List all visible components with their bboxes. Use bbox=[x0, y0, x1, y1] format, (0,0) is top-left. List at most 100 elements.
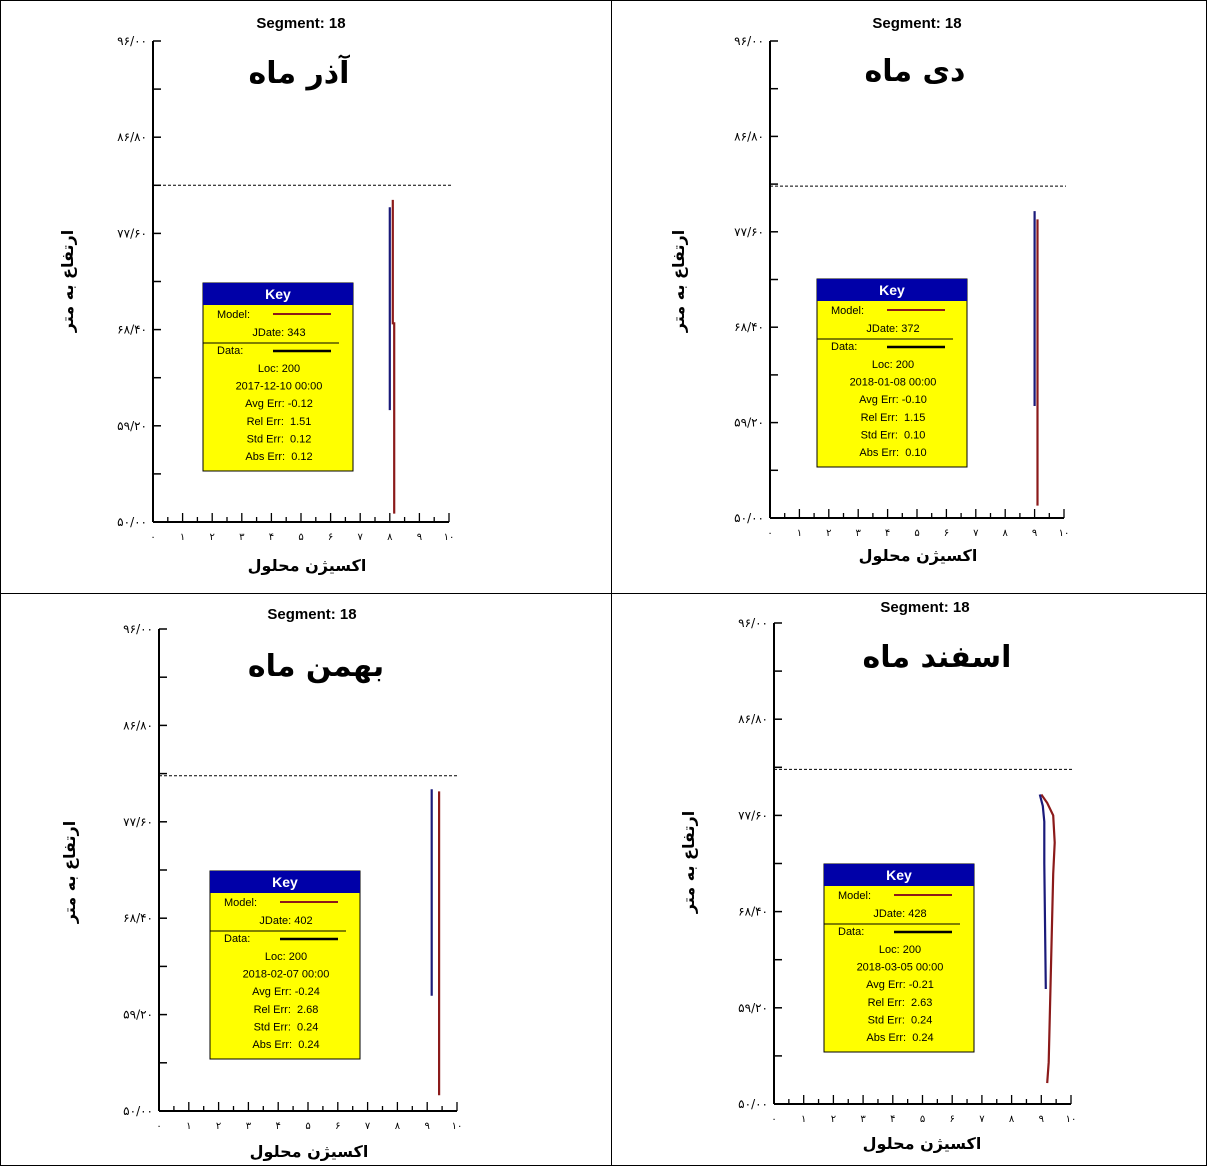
key-std-err: Std Err: 0.24 bbox=[254, 1021, 319, 1033]
chart-title: Segment: 18 bbox=[880, 599, 969, 616]
y-tick-label: ۵۰/۰۰ bbox=[734, 511, 764, 525]
x-axis-label: اکسیژن محلول bbox=[250, 1142, 369, 1161]
x-tick-label: ۳ bbox=[860, 1114, 866, 1125]
x-tick-label: ۹ bbox=[425, 1121, 430, 1132]
key-datetime: 2017-12-10 00:00 bbox=[236, 381, 323, 393]
x-tick-label: ۰ bbox=[156, 1121, 161, 1132]
key-loc: Loc: 200 bbox=[258, 363, 300, 375]
chart-svg: Segment: 18 بهمن ماه ۵۰/۰۰ ۵۹/۲۰ ۶۸/۴۰ ۷۷/۶۰ ۸… bbox=[60, 606, 463, 1161]
y-tick-label: ۶۸/۴۰ bbox=[123, 911, 153, 925]
key-std-err: Std Err: 0.12 bbox=[247, 433, 312, 445]
key-title: Key bbox=[879, 282, 905, 298]
chart-title: Segment: 18 bbox=[872, 15, 961, 32]
x-tick-label: ۸ bbox=[1009, 1114, 1015, 1125]
x-tick-label: ۱ bbox=[186, 1121, 191, 1132]
x-tick-label: ۵ bbox=[298, 532, 303, 543]
key-jdate: JDate: 402 bbox=[259, 915, 312, 927]
chart-panel-dey: Segment: 18 دی ماه ۵۰/۰۰ ۵۹/۲۰ ۶۸/۴۰ ۷۷/۶۰ ۸۶/… bbox=[611, 0, 1207, 594]
x-tick-label: ۳ bbox=[246, 1121, 252, 1132]
chart-title: Segment: 18 bbox=[256, 15, 345, 32]
key-model-label: Model: bbox=[217, 309, 250, 321]
x-tick-label: ۲ bbox=[831, 1114, 836, 1125]
key-jdate: JDate: 428 bbox=[873, 908, 926, 920]
y-tick-label: ۶۸/۴۰ bbox=[738, 905, 768, 919]
key-abs-err: Abs Err: 0.12 bbox=[245, 451, 312, 463]
key-rel-err: Rel Err: 1.15 bbox=[861, 412, 926, 424]
key-loc: Loc: 200 bbox=[872, 359, 914, 371]
x-tick-label: ۹ bbox=[1032, 528, 1037, 539]
key-header bbox=[210, 871, 360, 893]
chart-svg: Segment: 18 اسفند ماه ۵۰/۰۰ ۵۹/۲۰ ۶۸/۴۰ ۷۷/۶۰… bbox=[679, 599, 1076, 1153]
model-series-line bbox=[1040, 793, 1056, 1084]
x-tick-label: ۰ bbox=[771, 1114, 776, 1125]
x-tick-label: ۸ bbox=[387, 532, 393, 543]
x-tick-label: ۶ bbox=[328, 532, 333, 543]
x-tick-label: ۰ bbox=[767, 528, 772, 539]
key-loc: Loc: 200 bbox=[265, 951, 307, 963]
key-loc: Loc: 200 bbox=[879, 944, 921, 956]
y-tick-label: ۸۶/۸۰ bbox=[123, 718, 153, 732]
key-avg-err: Avg Err: -0.10 bbox=[859, 394, 927, 406]
x-tick-label: ۲ bbox=[210, 532, 215, 543]
y-tick-label: ۹۶/۰۰ bbox=[734, 34, 764, 48]
key-header bbox=[817, 279, 967, 301]
key-jdate: JDate: 343 bbox=[252, 327, 305, 339]
y-tick-label: ۸۶/۸۰ bbox=[734, 129, 764, 143]
data-series-line bbox=[1038, 794, 1047, 990]
x-tick-label: ۹ bbox=[1039, 1114, 1044, 1125]
key-data-label: Data: bbox=[831, 341, 857, 353]
y-tick-label: ۹۶/۰۰ bbox=[738, 616, 768, 630]
y-tick-label: ۵۹/۲۰ bbox=[734, 416, 764, 430]
chart-panel-azar: Segment: 18 آذر ماه ۵۰/۰۰ ۵۹/۲۰ ۶۸/۴۰ ۷۷/۶۰ ۸۶… bbox=[0, 0, 612, 594]
x-tick-label: ۴ bbox=[269, 532, 274, 543]
y-tick-label: ۵۹/۲۰ bbox=[738, 1001, 768, 1015]
chart-panel-esfand: Segment: 18 اسفند ماه ۵۰/۰۰ ۵۹/۲۰ ۶۸/۴۰ ۷۷/۶۰… bbox=[611, 593, 1207, 1166]
x-tick-label: ۵ bbox=[305, 1121, 310, 1132]
x-tick-label: ۸ bbox=[395, 1121, 401, 1132]
y-tick-label: ۶۸/۴۰ bbox=[117, 323, 147, 337]
key-title: Key bbox=[272, 874, 298, 890]
key-abs-err: Abs Err: 0.10 bbox=[859, 447, 926, 459]
x-tick-label: ۶ bbox=[944, 528, 949, 539]
chart-panel-bahman: Segment: 18 بهمن ماه ۵۰/۰۰ ۵۹/۲۰ ۶۸/۴۰ ۷۷/۶۰ ۸… bbox=[0, 593, 612, 1166]
y-axis-label: ارتفاع به متر bbox=[679, 811, 698, 914]
x-tick-label: ۱۰ bbox=[444, 532, 455, 543]
key-datetime: 2018-03-05 00:00 bbox=[857, 962, 944, 974]
key-jdate: JDate: 372 bbox=[866, 323, 919, 335]
model-series-line bbox=[391, 199, 396, 514]
key-datetime: 2018-02-07 00:00 bbox=[243, 969, 330, 981]
x-tick-label: ۱۰ bbox=[452, 1121, 463, 1132]
month-annotation: اسفند ماه bbox=[863, 640, 1012, 675]
key-avg-err: Avg Err: -0.21 bbox=[866, 979, 934, 991]
x-tick-label: ۷ bbox=[365, 1121, 371, 1132]
x-tick-label: ۷ bbox=[358, 532, 364, 543]
y-tick-label: ۵۹/۲۰ bbox=[123, 1008, 153, 1022]
x-tick-label: ۲ bbox=[216, 1121, 221, 1132]
y-tick-label: ۵۰/۰۰ bbox=[117, 515, 147, 529]
x-tick-label: ۱ bbox=[801, 1114, 806, 1125]
x-tick-label: ۶ bbox=[950, 1114, 955, 1125]
x-tick-label: ۱ bbox=[180, 532, 185, 543]
y-tick-label: ۷۷/۶۰ bbox=[123, 815, 153, 829]
y-axis-label: ارتفاع به متر bbox=[60, 821, 79, 924]
x-axis-label: اکسیژن محلول bbox=[863, 1134, 982, 1153]
month-annotation: آذر ماه bbox=[249, 54, 351, 91]
x-tick-label: ۱۰ bbox=[1059, 528, 1070, 539]
key-avg-err: Avg Err: -0.12 bbox=[245, 398, 313, 410]
x-tick-label: ۰ bbox=[150, 532, 155, 543]
month-annotation: بهمن ماه bbox=[248, 649, 384, 684]
key-model-label: Model: bbox=[224, 897, 257, 909]
y-tick-label: ۷۷/۶۰ bbox=[738, 808, 768, 822]
x-tick-label: ۱ bbox=[797, 528, 802, 539]
key-data-label: Data: bbox=[217, 345, 243, 357]
key-std-err: Std Err: 0.10 bbox=[861, 429, 926, 441]
x-tick-label: ۹ bbox=[417, 532, 422, 543]
key-title: Key bbox=[265, 286, 291, 302]
x-tick-label: ۷ bbox=[979, 1114, 985, 1125]
y-axis-label: ارتفاع به متر bbox=[58, 230, 77, 333]
key-model-label: Model: bbox=[831, 305, 864, 317]
key-datetime: 2018-01-08 00:00 bbox=[850, 377, 937, 389]
key-rel-err: Rel Err: 2.68 bbox=[254, 1004, 319, 1016]
x-tick-label: ۳ bbox=[856, 528, 862, 539]
x-tick-label: ۴ bbox=[276, 1121, 281, 1132]
